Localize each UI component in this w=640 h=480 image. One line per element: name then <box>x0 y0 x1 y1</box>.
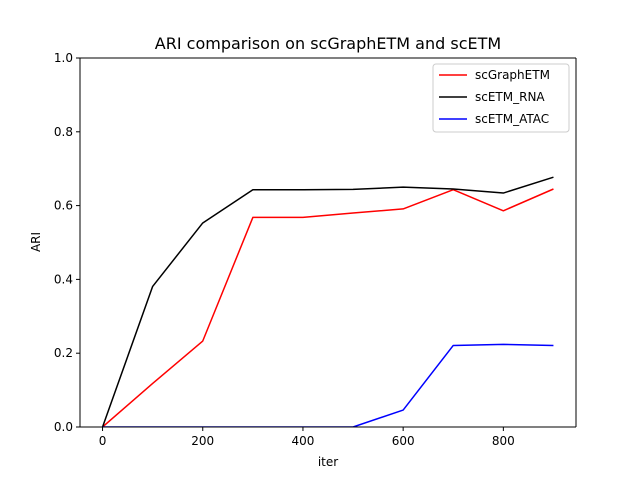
x-tick-label: 0 <box>99 434 107 448</box>
x-tick-label: 800 <box>492 434 515 448</box>
legend-label: scETM_ATAC <box>475 112 549 126</box>
y-tick-label: 0.2 <box>54 346 73 360</box>
legend-box <box>432 63 570 133</box>
y-tick-label: 1.0 <box>54 51 73 65</box>
plot-area: 0 200 400 600 800 0.0 0.2 0.4 0.6 0.8 1.0 scGraphET… <box>54 51 577 448</box>
series-line-scgraphetm <box>102 188 554 427</box>
y-tick-label: 0.0 <box>54 420 73 434</box>
legend-label: scGraphETM <box>475 68 550 82</box>
series-line-scetm-atac <box>102 343 554 427</box>
y-tick-label: 0.4 <box>54 272 73 286</box>
y-tick-label: 0.8 <box>54 125 73 139</box>
y-tick-label: 0.6 <box>54 199 73 213</box>
y-axis-label: ARI <box>29 232 43 252</box>
chart-title: ARI comparison on scGraphETM and scETM <box>155 34 501 53</box>
series-line-scetm-rna <box>101 176 554 427</box>
legend-label: scETM_RNA <box>475 90 545 104</box>
x-tick-label: 400 <box>291 434 314 448</box>
x-tick-label: 600 <box>392 434 415 448</box>
x-tick-label: 200 <box>191 434 214 448</box>
x-axis-label: iter <box>318 455 338 469</box>
